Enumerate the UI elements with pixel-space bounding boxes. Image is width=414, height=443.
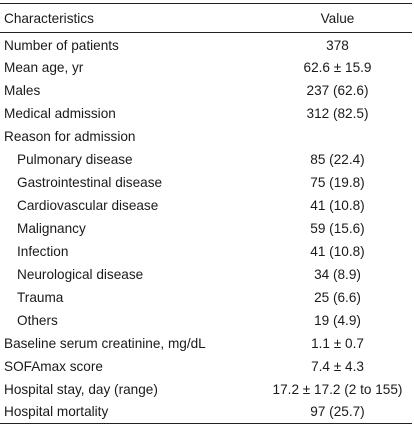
row-value: 75 (19.8)	[310, 174, 365, 190]
row-label: Medical admission	[4, 105, 116, 121]
table-row: SOFAmax score 7.4 ± 4.3	[0, 355, 412, 378]
row-label: Others	[17, 312, 58, 328]
row-label: Hospital stay, day (range)	[4, 381, 158, 397]
row-label: Males	[4, 82, 41, 98]
table-row: Malignancy 59 (15.6)	[0, 217, 412, 240]
header-characteristics: Characteristics	[4, 10, 94, 26]
table-row: Infection 41 (10.8)	[0, 240, 412, 263]
row-label: Neurological disease	[17, 266, 144, 282]
table-row: Neurological disease 34 (8.9)	[0, 263, 412, 286]
table-row: Others 19 (4.9)	[0, 309, 412, 332]
table-header: Characteristics Value	[0, 3, 412, 33]
table-row: Hospital stay, day (range) 17.2 ± 17.2 (2…	[0, 378, 412, 401]
row-value: 378	[326, 38, 349, 54]
row-label: Trauma	[17, 289, 64, 305]
row-label: SOFAmax score	[4, 358, 103, 374]
table-row: Trauma 25 (6.6)	[0, 286, 412, 309]
table-row: Gastrointestinal disease 75 (19.8)	[0, 171, 412, 194]
row-value	[263, 125, 412, 148]
row-value: 17.2 ± 17.2 (2 to 155)	[272, 381, 403, 397]
header-value: Value	[320, 10, 355, 26]
table-row: Hospital mortality 97 (25.7)	[0, 401, 412, 424]
table-row: Males 237 (62.6)	[0, 79, 412, 102]
row-value: 85 (22.4)	[310, 151, 365, 167]
row-value: 34 (8.9)	[314, 266, 361, 282]
row-value: 59 (15.6)	[310, 220, 365, 236]
table-row: Number of patients 378	[0, 33, 412, 56]
row-label: Hospital mortality	[4, 404, 109, 420]
table-row: Cardiovascular disease 41 (10.8)	[0, 194, 412, 217]
table-row: Pulmonary disease 85 (22.4)	[0, 148, 412, 171]
row-value: 1.1 ± 0.7	[311, 335, 364, 351]
header-row: Characteristics Value	[0, 3, 412, 33]
row-value: 237 (62.6)	[306, 82, 369, 98]
table-row: Reason for admission	[0, 125, 412, 148]
characteristics-table-container: Characteristics Value Number of patients…	[0, 3, 412, 424]
row-label: Malignancy	[17, 220, 86, 236]
row-label: Mean age, yr	[4, 59, 84, 75]
row-value: 7.4 ± 4.3	[311, 358, 364, 374]
row-value: 312 (82.5)	[306, 105, 369, 121]
row-value: 41 (10.8)	[310, 197, 365, 213]
row-value: 97 (25.7)	[310, 404, 365, 420]
row-value: 62.6 ± 15.9	[303, 59, 372, 75]
table-row: Medical admission 312 (82.5)	[0, 102, 412, 125]
table-row: Mean age, yr 62.6 ± 15.9	[0, 56, 412, 79]
row-label: Pulmonary disease	[17, 151, 133, 167]
row-label: Number of patients	[4, 38, 119, 54]
row-label: Infection	[17, 243, 69, 259]
table-body: Number of patients 378 Mean age, yr 62.6 ± …	[0, 33, 412, 424]
row-label: Baseline serum creatinine, mg/dL	[4, 335, 206, 351]
row-label: Reason for admission	[4, 128, 136, 144]
table-row: Baseline serum creatinine, mg/dL 1.1 ± 0.…	[0, 332, 412, 355]
row-value: 25 (6.6)	[314, 289, 361, 305]
row-value: 41 (10.8)	[310, 243, 365, 259]
row-label: Gastrointestinal disease	[17, 174, 163, 190]
row-label: Cardiovascular disease	[17, 197, 159, 213]
row-value: 19 (4.9)	[314, 312, 361, 328]
characteristics-table: Characteristics Value Number of patients…	[0, 3, 412, 424]
